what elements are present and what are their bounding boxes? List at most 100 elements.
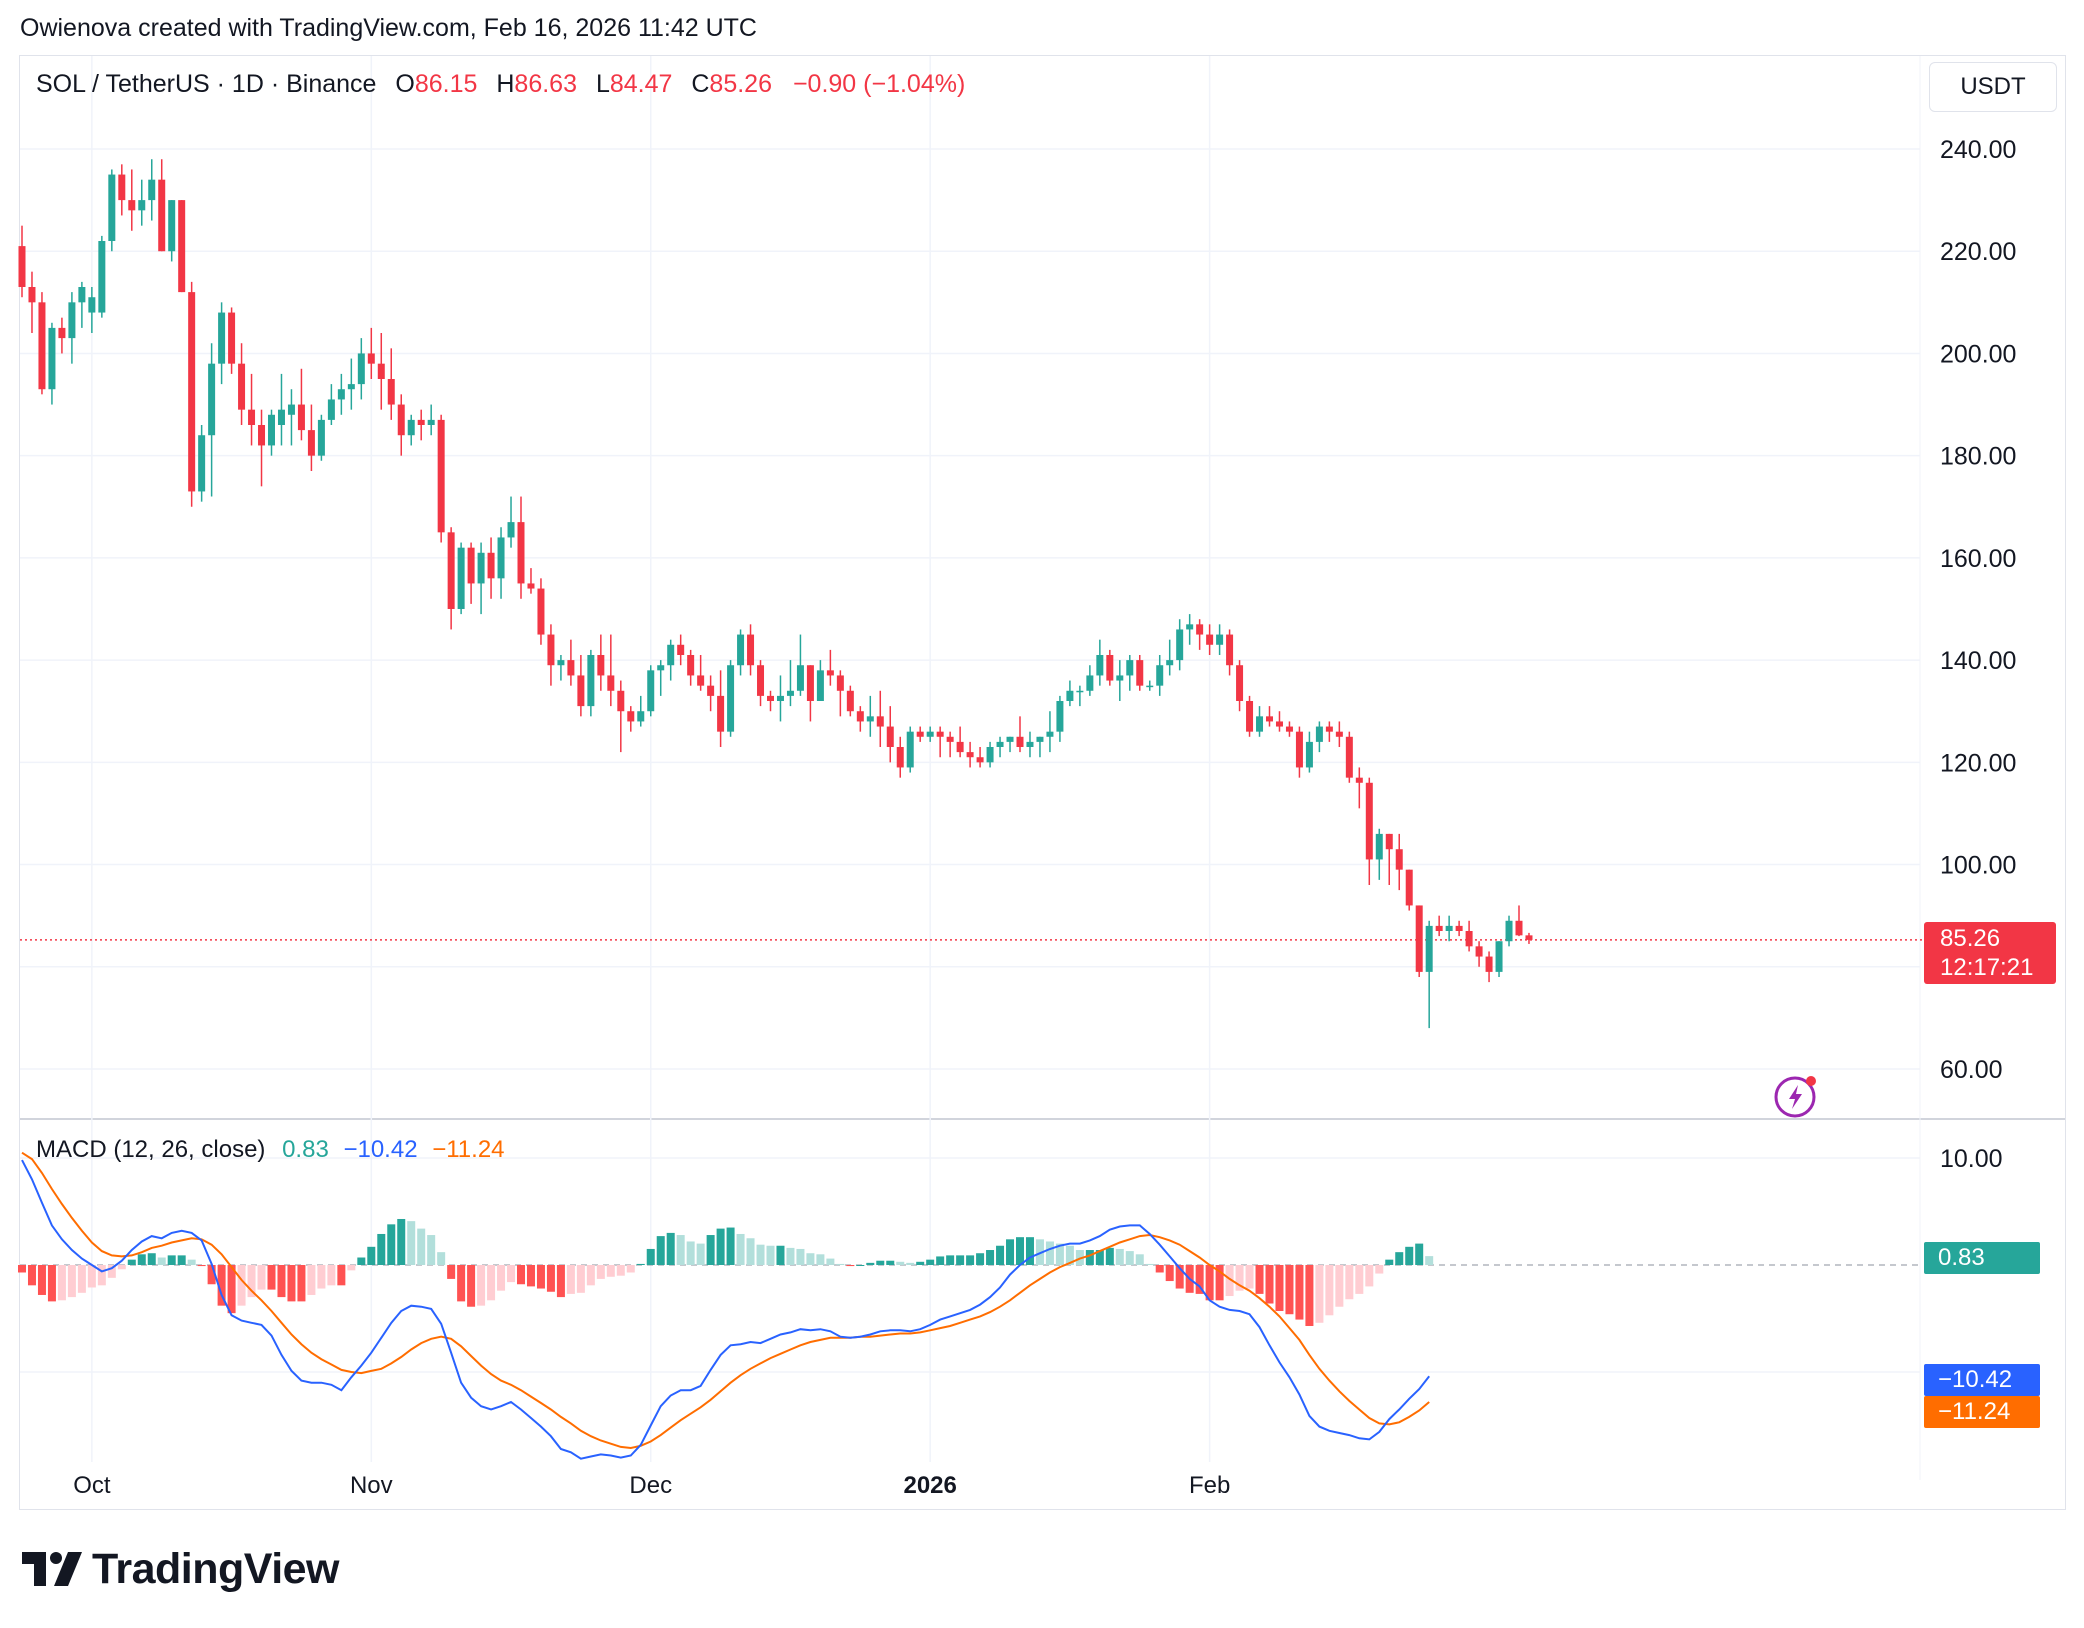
macd-histogram-bar [317, 1265, 326, 1289]
candle-body [297, 404, 305, 431]
candle [667, 639, 675, 681]
candle-body [517, 522, 525, 584]
price-tick-label: 160.00 [1940, 545, 2016, 573]
macd-histogram-bar [18, 1265, 26, 1273]
macd-histogram-bar [656, 1236, 665, 1265]
candle-body [1275, 721, 1283, 727]
candle-body [1455, 925, 1463, 931]
macd-histogram-bar [1025, 1237, 1034, 1265]
candle [806, 665, 814, 722]
candle [248, 373, 256, 446]
candle-body [946, 736, 954, 742]
candle-body [1126, 660, 1134, 676]
candle [926, 726, 934, 742]
macd-histogram-bar [137, 1254, 146, 1265]
candle [1505, 915, 1513, 947]
candle-body [577, 675, 585, 707]
candle [1066, 680, 1074, 707]
macd-histogram-bar [297, 1265, 306, 1302]
candle-body [317, 419, 325, 456]
candle-body [457, 547, 465, 609]
price-tick-label: 220.00 [1940, 238, 2016, 266]
candle [367, 327, 375, 379]
currency-selector[interactable]: USDT [1929, 62, 2057, 112]
candle-body [856, 711, 864, 722]
macd-histogram-bar [427, 1235, 436, 1265]
candle-body [48, 327, 56, 390]
candle-body [1226, 634, 1234, 666]
candle [238, 343, 246, 425]
candle-body [976, 757, 984, 763]
candle [677, 634, 685, 666]
candle-body [1236, 665, 1244, 701]
open-value: 86.15 [414, 70, 478, 98]
candle [1515, 905, 1523, 937]
candle [1365, 777, 1373, 885]
macd-histogram-bar [896, 1261, 905, 1265]
macd-legend[interactable]: MACD (12, 26, close) 0.83 −10.42 −11.24 [36, 1136, 505, 1164]
candle-body [28, 287, 36, 303]
tradingview-mark-icon [22, 1552, 82, 1586]
candle-body [806, 665, 814, 701]
candle-body [1036, 736, 1044, 742]
candle [956, 726, 964, 758]
macd-histogram-bar [417, 1228, 426, 1265]
candle-body [1196, 624, 1204, 635]
price-tick-label: 120.00 [1940, 749, 2016, 777]
candle-body [68, 302, 76, 339]
chart-credit: Owienova created with TradingView.com, F… [20, 14, 757, 42]
macd-title[interactable]: MACD (12, 26, close) [36, 1136, 266, 1163]
candle [687, 649, 695, 686]
macd-histogram-bar [257, 1265, 266, 1290]
candle [1186, 614, 1194, 645]
candle-body [1186, 624, 1194, 630]
macd-hist-tag: 0.83 [1924, 1242, 2040, 1274]
candle [577, 655, 585, 717]
macd-histogram-bar [47, 1265, 56, 1302]
candle [1226, 629, 1234, 676]
tradingview-logo[interactable]: TradingView [22, 1544, 340, 1594]
candle [1106, 649, 1114, 686]
symbol-legend[interactable]: SOL / TetherUS · 1D · Binance O86.15 H86… [36, 70, 967, 99]
candle-body [1166, 660, 1174, 666]
candle-body [1096, 655, 1104, 676]
symbol-title[interactable]: SOL / TetherUS · 1D · Binance [36, 70, 377, 98]
macd-histogram-bar [666, 1232, 675, 1265]
time-tick-label: Nov [350, 1472, 393, 1499]
price-tick-label: 140.00 [1940, 647, 2016, 675]
candle [457, 542, 465, 615]
candle [637, 695, 645, 727]
last-price-value: 85.26 [1940, 925, 2001, 952]
macd-histogram-bar [536, 1265, 545, 1289]
candle-body [347, 384, 355, 390]
candle-body [38, 302, 46, 390]
candle [307, 404, 315, 471]
macd-histogram-bar [726, 1227, 735, 1265]
candle-body [268, 414, 275, 446]
candle [427, 404, 435, 436]
candle [98, 235, 106, 318]
macd-histogram-bar [986, 1250, 995, 1265]
candle-body [547, 634, 555, 666]
candle [1156, 655, 1164, 696]
candle [38, 292, 46, 395]
candle-body [1305, 741, 1313, 768]
candle [48, 322, 56, 405]
macd-histogram-bar [1275, 1265, 1284, 1312]
candle [1086, 665, 1094, 696]
candle [1176, 619, 1184, 671]
candle [776, 675, 784, 722]
candle-body [687, 655, 695, 676]
macd-histogram-bar [1415, 1243, 1424, 1265]
macd-histogram-bar [1215, 1265, 1224, 1301]
macd-histogram-bar [267, 1265, 276, 1290]
candle [198, 425, 206, 502]
macd-histogram-bar [1075, 1250, 1084, 1265]
candle-body [1216, 634, 1224, 645]
macd-histogram-bar [27, 1265, 36, 1286]
candle-body [1056, 701, 1064, 732]
candle-body [966, 752, 974, 758]
macd-histogram-bar [87, 1265, 96, 1288]
lightning-alert-icon[interactable] [1774, 1072, 1822, 1125]
